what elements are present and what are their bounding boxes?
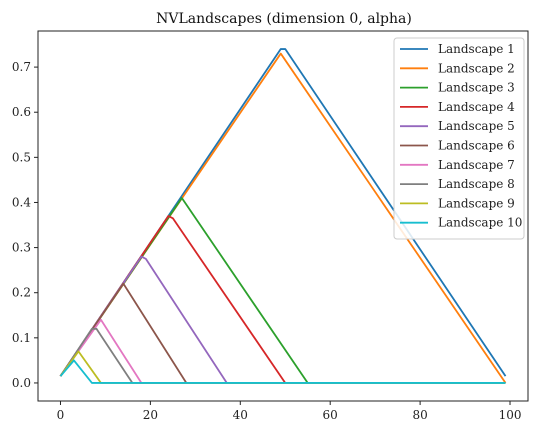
y-tick-label: 0.3 bbox=[12, 241, 31, 255]
series-line-10 bbox=[59, 359, 506, 384]
legend: Landscape 1 Landscape 2 Landscape 3 Landsca… bbox=[393, 37, 525, 240]
series-line-4 bbox=[59, 215, 506, 384]
plot-area bbox=[59, 48, 507, 384]
legend-label-5: Landscape 5 bbox=[438, 119, 515, 133]
series-line-7 bbox=[59, 318, 506, 384]
legend-label-3: Landscape 3 bbox=[438, 81, 515, 95]
legend-label-1: Landscape 1 bbox=[438, 42, 515, 56]
x-tick-label: 100 bbox=[499, 408, 522, 422]
axes-frame bbox=[37, 30, 529, 402]
legend-label-2: Landscape 2 bbox=[438, 61, 515, 75]
legend-label-4: Landscape 4 bbox=[438, 100, 515, 114]
legend-label-8: Landscape 8 bbox=[438, 177, 515, 191]
x-tick-label: 0 bbox=[57, 408, 65, 422]
y-tick-label: 0.4 bbox=[12, 195, 31, 209]
x-tick-label: 20 bbox=[143, 408, 158, 422]
x-tick-label: 80 bbox=[412, 408, 427, 422]
y-tick-label: 0.5 bbox=[12, 150, 31, 164]
legend-label-7: Landscape 7 bbox=[438, 158, 515, 172]
y-tick-label: 0.0 bbox=[12, 376, 31, 390]
legend-label-9: Landscape 9 bbox=[438, 196, 515, 210]
y-tick-label: 0.1 bbox=[12, 331, 31, 345]
y-tick-label: 0.2 bbox=[12, 286, 31, 300]
series-line-8 bbox=[59, 327, 506, 384]
y-tick-label: 0.7 bbox=[12, 60, 31, 74]
legend-label-6: Landscape 6 bbox=[438, 139, 515, 153]
axes: 0 20 40 60 80 100 0.0 0.1 0.2 0.3 0.4 0.5 0.6 0.7 bbox=[12, 30, 529, 422]
x-tick-label: 60 bbox=[323, 408, 338, 422]
y-tick-label: 0.6 bbox=[12, 105, 31, 119]
series-line-6 bbox=[59, 282, 506, 384]
legend-label-10: Landscape 10 bbox=[438, 216, 522, 230]
x-tick-label: 40 bbox=[233, 408, 248, 422]
chart-title: NVLandscapes (dimension 0, alpha) bbox=[156, 11, 412, 27]
